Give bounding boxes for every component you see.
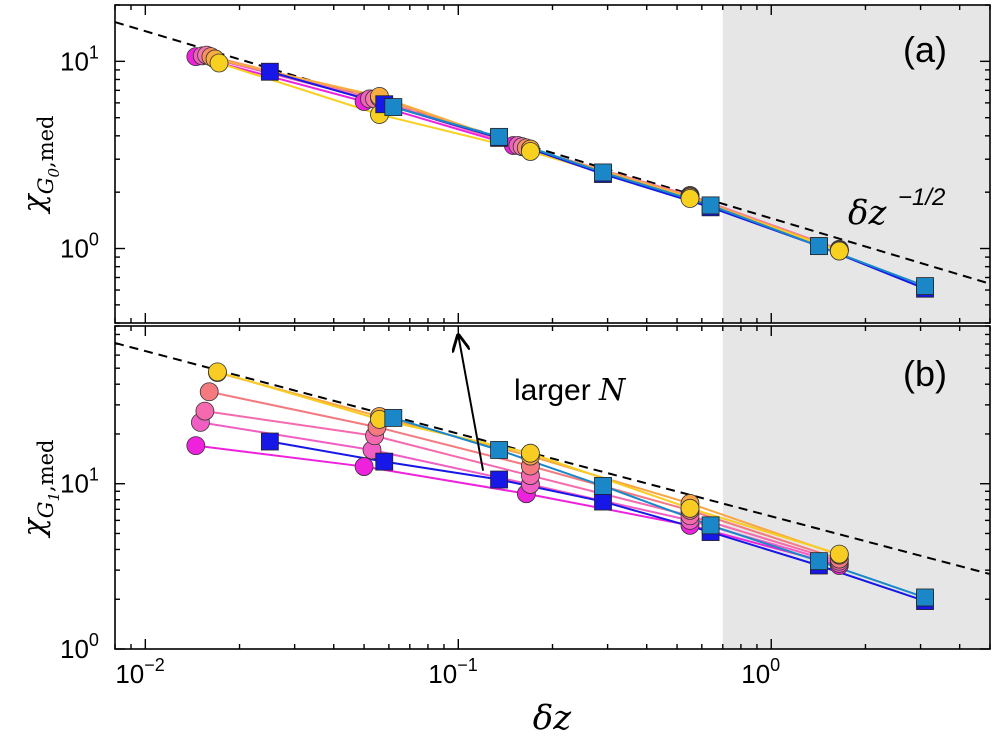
y-tick-label: 101 (60, 42, 99, 76)
data-point (680, 498, 700, 518)
plot-area-b (115, 342, 990, 610)
data-point (208, 362, 227, 382)
data-point (701, 196, 720, 215)
svg-text:δz: δz (848, 193, 887, 233)
x-tick-labels: 10−2 10−1 100 (115, 655, 780, 689)
data-point (594, 163, 612, 182)
panel-a: 100 101 (a) δz −1/2 χG0,med (17, 4, 991, 324)
reference-line-a (115, 21, 990, 285)
data-point (384, 409, 403, 427)
data-point (209, 53, 229, 73)
y-tick-labels-a: 100 101 (60, 42, 99, 263)
data-point (384, 98, 403, 116)
data-point (375, 452, 394, 471)
y-tick-label: 101 (60, 465, 99, 499)
y-tick-label: 100 (60, 230, 99, 264)
data-point (521, 142, 540, 161)
data-point (260, 62, 279, 81)
x-axis-label: δz (533, 698, 572, 738)
larger-n-annotation: larger N (514, 373, 627, 408)
y-tick-labels-b: 100 101 (60, 465, 99, 664)
data-point (829, 241, 849, 261)
shaded-region-a (722, 5, 990, 323)
y-tick-label: 100 (60, 630, 99, 664)
data-point (490, 127, 508, 146)
data-point (186, 436, 206, 456)
data-point (701, 516, 720, 535)
x-tick-label: 100 (741, 655, 780, 689)
panel-b: 100 101 (b) larger N χG1,med (17, 325, 991, 664)
data-point (810, 552, 828, 571)
svg-text:χG1,med: χG1,med (17, 440, 63, 539)
data-point (594, 492, 612, 511)
panel-label-b: (b) (903, 353, 947, 394)
data-point (354, 457, 374, 476)
data-point (916, 277, 934, 295)
reference-line-label: δz −1/2 (848, 184, 945, 233)
shaded-region-b (722, 326, 990, 649)
plot-area-a (115, 21, 990, 298)
data-point (195, 401, 215, 421)
data-point (829, 544, 849, 564)
data-point (199, 382, 219, 402)
series-group-a (186, 45, 934, 298)
data-point (594, 477, 612, 495)
y-axis-label-b: χG1,med (17, 440, 63, 539)
y-axis-label-a: χG0,med (17, 116, 63, 215)
panel-label-a: (a) (903, 29, 947, 70)
data-point (521, 443, 540, 463)
data-point (810, 237, 828, 256)
data-point (680, 189, 700, 208)
svg-text:χG0,med: χG0,med (17, 116, 63, 215)
ticks-a (114, 4, 991, 324)
data-point (260, 432, 279, 451)
data-point (490, 441, 508, 459)
reference-line-b (115, 342, 990, 576)
svg-text:−1/2: −1/2 (898, 184, 945, 211)
series-group-b (186, 362, 934, 610)
data-point (916, 588, 934, 607)
x-tick-label: 10−2 (115, 655, 164, 689)
larger-n-arrow (458, 335, 485, 471)
x-tick-label: 10−1 (428, 655, 477, 689)
data-point (490, 470, 508, 489)
ticks-b (114, 325, 991, 650)
